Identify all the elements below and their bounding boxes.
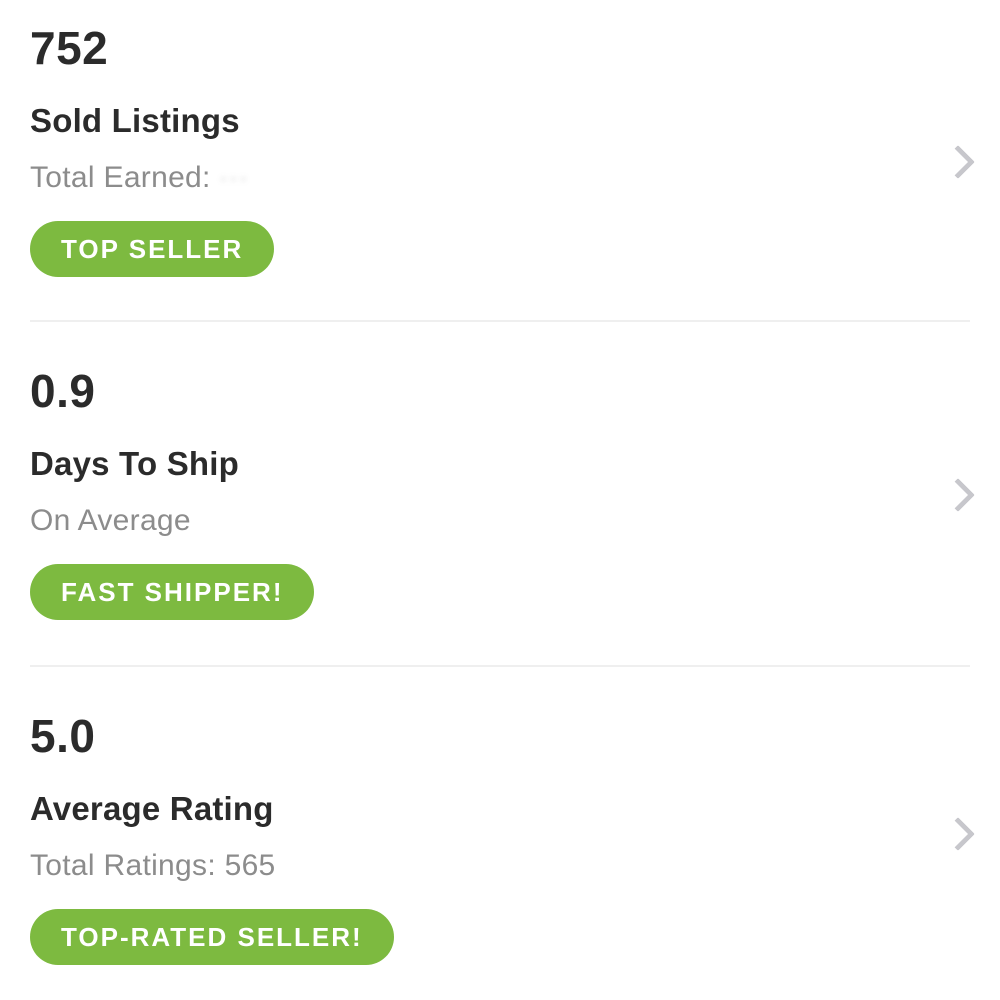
stat-value: 752 [30, 22, 109, 74]
chevron-right-icon[interactable] [941, 477, 975, 512]
stat-subtitle: Total Earned: ··· [30, 161, 930, 194]
stat-value: 0.9 [30, 365, 96, 417]
subtitle-label: Total Earned: [30, 160, 211, 194]
chevron-right-icon[interactable] [941, 816, 975, 851]
stat-value: 5.0 [30, 710, 96, 762]
stat-title: Sold Listings [30, 102, 240, 139]
chevron-right-icon[interactable] [941, 145, 975, 179]
stat-subtitle: On Average [30, 503, 191, 537]
stat-row-sold-listings[interactable]: 752 Sold Listings Total Earned: ··· TOP … [0, 0, 1000, 322]
stat-subtitle: Total Ratings: 565 [30, 848, 276, 882]
top-seller-badge: TOP SELLER [30, 220, 275, 277]
row-divider [30, 665, 970, 667]
top-rated-seller-badge: TOP-RATED SELLER! [30, 908, 394, 965]
redacted-earned-value: ··· [219, 164, 250, 192]
stat-title: Average Rating [30, 790, 274, 827]
row-divider [30, 320, 970, 322]
stat-title: Days To Ship [30, 445, 239, 482]
stat-row-average-rating[interactable]: 5.0 Average Rating Total Ratings: 565 TO… [0, 667, 1000, 1000]
fast-shipper-badge: FAST SHIPPER! [30, 563, 315, 620]
stat-row-days-to-ship[interactable]: 0.9 Days To Ship On Average FAST SHIPPER… [0, 322, 1000, 667]
